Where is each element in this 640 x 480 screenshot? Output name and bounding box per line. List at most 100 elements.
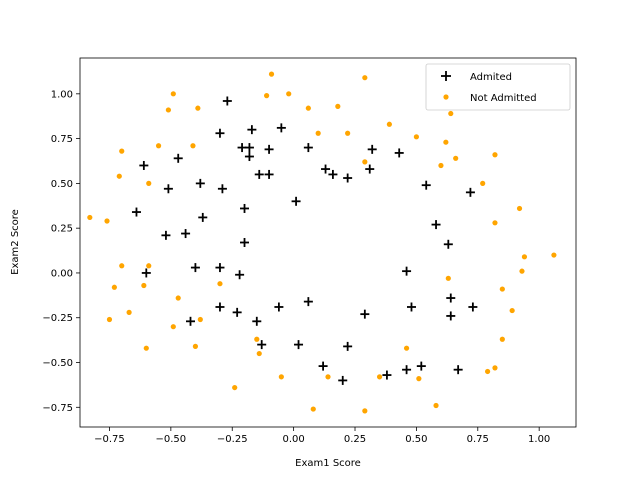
point-not-admitted bbox=[480, 180, 486, 186]
x-axis: −0.75 −0.50 −0.25 0.00 0.25 0.50 0.75 1.00 bbox=[94, 427, 550, 445]
point-admited bbox=[163, 184, 173, 194]
point-not-admitted bbox=[192, 343, 199, 349]
point-admited bbox=[465, 187, 475, 197]
point-admited bbox=[291, 196, 301, 206]
point-not-admitted bbox=[254, 336, 260, 342]
point-not-admitted bbox=[165, 107, 171, 113]
point-not-admitted bbox=[376, 374, 383, 380]
point-not-admitted bbox=[492, 365, 498, 371]
point-not-admitted bbox=[443, 139, 449, 145]
point-not-admitted bbox=[197, 316, 203, 323]
point-not-admitted bbox=[521, 254, 528, 260]
y-tick-label: −0.25 bbox=[42, 313, 73, 324]
point-admited bbox=[235, 270, 245, 280]
point-admited bbox=[232, 307, 242, 317]
x-tick-label: −0.50 bbox=[156, 434, 187, 445]
legend-label-not-admitted: Not Admitted bbox=[470, 93, 537, 104]
point-not-admitted bbox=[403, 345, 410, 351]
point-not-admitted bbox=[119, 148, 125, 154]
point-admited bbox=[303, 297, 313, 307]
point-admited bbox=[244, 143, 254, 153]
point-admited bbox=[394, 148, 404, 158]
point-not-admitted bbox=[386, 121, 392, 127]
x-tick-label: −0.75 bbox=[94, 434, 125, 445]
point-admited bbox=[190, 263, 200, 273]
point-not-admitted bbox=[362, 408, 368, 414]
point-not-admitted bbox=[143, 345, 149, 351]
point-not-admitted bbox=[509, 307, 515, 314]
point-admited bbox=[343, 341, 353, 351]
point-admited bbox=[131, 207, 141, 217]
point-not-admitted bbox=[155, 143, 162, 149]
point-admited bbox=[343, 173, 353, 183]
point-admited bbox=[318, 361, 328, 371]
data-marks bbox=[87, 71, 557, 414]
point-admited bbox=[294, 340, 304, 350]
point-admited bbox=[247, 125, 257, 135]
point-admited bbox=[198, 212, 208, 222]
point-not-admitted bbox=[232, 384, 238, 391]
x-axis-label: Exam1 Score bbox=[295, 458, 361, 469]
point-admited bbox=[139, 160, 149, 170]
legend-box bbox=[425, 63, 571, 111]
point-not-admitted bbox=[106, 316, 113, 323]
plot-frame bbox=[79, 57, 577, 428]
point-admited bbox=[328, 169, 338, 179]
point-not-admitted bbox=[335, 103, 341, 109]
point-admited bbox=[173, 153, 183, 163]
point-admited bbox=[264, 169, 274, 179]
point-admited bbox=[185, 316, 195, 326]
point-not-admitted bbox=[170, 324, 176, 330]
point-not-admitted bbox=[516, 205, 523, 212]
point-admited bbox=[406, 302, 416, 312]
legend-marker-admited bbox=[441, 71, 451, 81]
point-admited bbox=[382, 370, 392, 380]
point-not-admitted bbox=[519, 268, 525, 274]
point-admited bbox=[257, 340, 267, 350]
point-not-admitted bbox=[438, 162, 444, 169]
point-not-admitted bbox=[499, 336, 505, 342]
point-not-admitted bbox=[175, 295, 181, 301]
y-tick-label: −0.75 bbox=[42, 403, 73, 414]
point-admited bbox=[431, 220, 441, 230]
point-admited bbox=[240, 238, 250, 247]
x-tick-label: 0.25 bbox=[344, 434, 366, 445]
point-admited bbox=[443, 239, 453, 249]
legend-marker-not-admitted bbox=[443, 94, 449, 100]
point-not-admitted bbox=[485, 368, 491, 375]
point-admited bbox=[195, 178, 205, 188]
point-not-admitted bbox=[445, 275, 451, 281]
point-not-admitted bbox=[116, 173, 122, 179]
point-not-admitted bbox=[453, 155, 459, 161]
point-admited bbox=[446, 293, 456, 303]
point-admited bbox=[468, 302, 478, 312]
y-tick-label: 1.00 bbox=[51, 89, 73, 100]
point-not-admitted bbox=[126, 309, 132, 315]
point-admited bbox=[215, 263, 225, 273]
point-admited bbox=[367, 144, 377, 154]
y-tick-label: 0.50 bbox=[51, 179, 73, 190]
point-not-admitted bbox=[492, 152, 498, 158]
point-admited bbox=[217, 184, 227, 194]
point-not-admitted bbox=[315, 130, 321, 136]
y-tick-label: −0.50 bbox=[42, 358, 73, 369]
point-admited bbox=[402, 365, 412, 375]
point-admited bbox=[421, 180, 431, 190]
x-tick-label: 0.75 bbox=[467, 434, 489, 445]
point-not-admitted bbox=[217, 281, 223, 287]
x-tick-label: 1.00 bbox=[528, 434, 550, 445]
point-admited bbox=[222, 96, 232, 106]
point-not-admitted bbox=[362, 159, 368, 165]
point-not-admitted bbox=[146, 180, 152, 186]
point-not-admitted bbox=[362, 75, 368, 81]
point-not-admitted bbox=[264, 93, 270, 99]
point-not-admitted bbox=[345, 130, 351, 136]
point-not-admitted bbox=[170, 91, 176, 97]
point-admited bbox=[338, 375, 348, 385]
point-admited bbox=[276, 123, 286, 133]
point-not-admitted bbox=[305, 105, 311, 111]
point-admited bbox=[402, 266, 412, 276]
point-admited bbox=[274, 302, 284, 312]
point-admited bbox=[161, 230, 171, 240]
